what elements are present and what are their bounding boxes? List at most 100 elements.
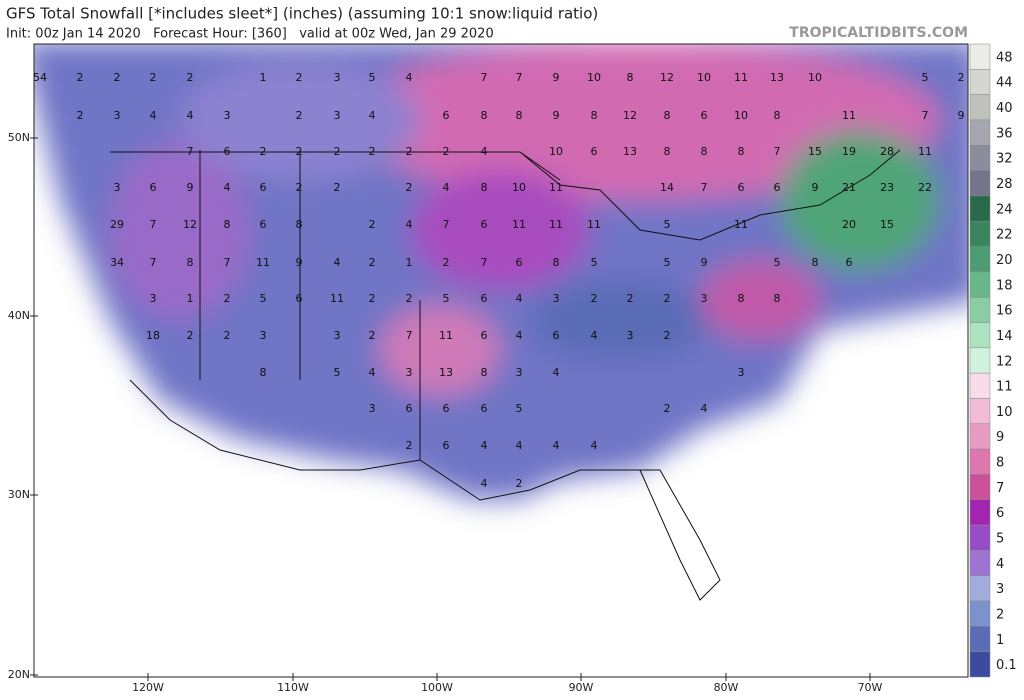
lat-label: 30N xyxy=(8,488,30,501)
map-value-label: 10 xyxy=(808,71,822,84)
legend-label: 40 xyxy=(996,101,1013,116)
map-value-label: 4 xyxy=(591,439,598,452)
map-value-label: 8 xyxy=(296,218,303,231)
map-value-label: 3 xyxy=(627,329,634,342)
map-value-label: 2 xyxy=(296,71,303,84)
map-value-label: 6 xyxy=(443,439,450,452)
map-value-label: 4 xyxy=(406,71,413,84)
legend-label: 48 xyxy=(996,50,1013,65)
map-value-label: 4 xyxy=(443,181,450,194)
map-value-label: 6 xyxy=(406,402,413,415)
map-value-label: 2 xyxy=(406,181,413,194)
map-value-label: 2 xyxy=(369,145,376,158)
map-value-label: 7 xyxy=(224,256,231,269)
map-value-label: 8 xyxy=(481,109,488,122)
map-value-label: 3 xyxy=(114,181,121,194)
lon-label: 100W xyxy=(421,681,453,694)
map-value-label: 13 xyxy=(770,71,784,84)
legend-swatch xyxy=(969,69,991,95)
map-value-label: 6 xyxy=(846,256,853,269)
map-value-label: 7 xyxy=(481,256,488,269)
map-value-label: 7 xyxy=(516,71,523,84)
map-value-label: 6 xyxy=(150,181,157,194)
map-value-label: 15 xyxy=(808,145,822,158)
title: GFS Total Snowfall [*includes sleet*] (i… xyxy=(6,5,598,23)
map-value-label: 6 xyxy=(443,402,450,415)
legend-label: 3 xyxy=(996,582,1004,597)
map-value-label: 7 xyxy=(701,181,708,194)
lon-label: 120W xyxy=(132,681,164,694)
map-value-label: 21 xyxy=(842,181,856,194)
map-value-label: 5 xyxy=(591,256,598,269)
map-value-label: 2 xyxy=(260,145,267,158)
map-value-label: 8 xyxy=(664,109,671,122)
legend-swatch xyxy=(969,271,991,298)
legend-label: 4 xyxy=(996,557,1004,572)
map-value-label: 3 xyxy=(334,109,341,122)
map-value-label: 2 xyxy=(77,71,84,84)
map-value-label: 4 xyxy=(224,181,231,194)
map-value-label: 11 xyxy=(549,181,563,194)
map-value-label: 7 xyxy=(443,218,450,231)
map-value-label: 2 xyxy=(406,439,413,452)
legend-label: 1 xyxy=(996,633,1004,648)
legend-swatch xyxy=(969,398,991,425)
map-value-label: 34 xyxy=(110,256,124,269)
map-value-label: 4 xyxy=(516,329,523,342)
map-value-label: 5 xyxy=(664,218,671,231)
map-value-label: 2 xyxy=(187,71,194,84)
lat-label: 40N xyxy=(8,309,30,322)
legend-label: 0.1 xyxy=(996,658,1017,673)
map-value-label: 2 xyxy=(443,145,450,158)
map-value-label: 7 xyxy=(481,71,488,84)
map-value-label: 3 xyxy=(701,292,708,305)
legend-swatch xyxy=(969,550,991,576)
map-value-label: 11 xyxy=(842,109,856,122)
map-value-label: 1 xyxy=(187,292,194,305)
legend-swatch xyxy=(969,322,991,349)
map-value-label: 3 xyxy=(516,366,523,379)
legend-swatch xyxy=(969,499,991,526)
map-value-label: 3 xyxy=(738,366,745,379)
map-value-label: 6 xyxy=(553,329,560,342)
map-value-label: 20 xyxy=(842,218,856,231)
legend-label: 11 xyxy=(996,380,1013,395)
map-value-label: 18 xyxy=(146,329,160,342)
map-value-label: 2 xyxy=(406,145,413,158)
map-value-label: 12 xyxy=(183,218,197,231)
map-value-label: 2 xyxy=(664,292,671,305)
legend-label: 32 xyxy=(996,152,1013,167)
map-value-label: 8 xyxy=(553,256,560,269)
map-value-label: 5 xyxy=(774,256,781,269)
legend-swatch xyxy=(969,448,991,475)
legend-swatch xyxy=(969,246,991,273)
map-value-label: 5 xyxy=(922,71,929,84)
map-value-label: 8 xyxy=(516,109,523,122)
map-value-label: 8 xyxy=(664,145,671,158)
map-value-label: 9 xyxy=(296,256,303,269)
map-value-label: 9 xyxy=(553,71,560,84)
map-value-label: 8 xyxy=(738,292,745,305)
map-value-label: 6 xyxy=(260,218,267,231)
map-value-label: 2 xyxy=(187,329,194,342)
legend-swatch xyxy=(969,119,991,146)
map-value-label: 4 xyxy=(516,292,523,305)
map-value-label: 15 xyxy=(880,218,894,231)
map-value-label: 7 xyxy=(150,256,157,269)
map-value-label: 2 xyxy=(591,292,598,305)
legend-swatch xyxy=(969,296,991,323)
legend-swatch xyxy=(969,347,991,374)
map-value-label: 10 xyxy=(587,71,601,84)
map-value-label: 11 xyxy=(549,218,563,231)
map-value-label: 7 xyxy=(187,145,194,158)
map-value-label: 8 xyxy=(774,109,781,122)
map-value-label: 6 xyxy=(481,218,488,231)
legend-swatch xyxy=(969,94,991,121)
lon-label: 110W xyxy=(277,681,309,694)
legend-swatch xyxy=(969,170,991,197)
legend-swatch xyxy=(969,524,991,551)
map-value-label: 2 xyxy=(369,292,376,305)
map-value-label: 6 xyxy=(516,256,523,269)
map-value-label: 54 xyxy=(33,71,47,84)
legend-swatch xyxy=(969,575,991,602)
